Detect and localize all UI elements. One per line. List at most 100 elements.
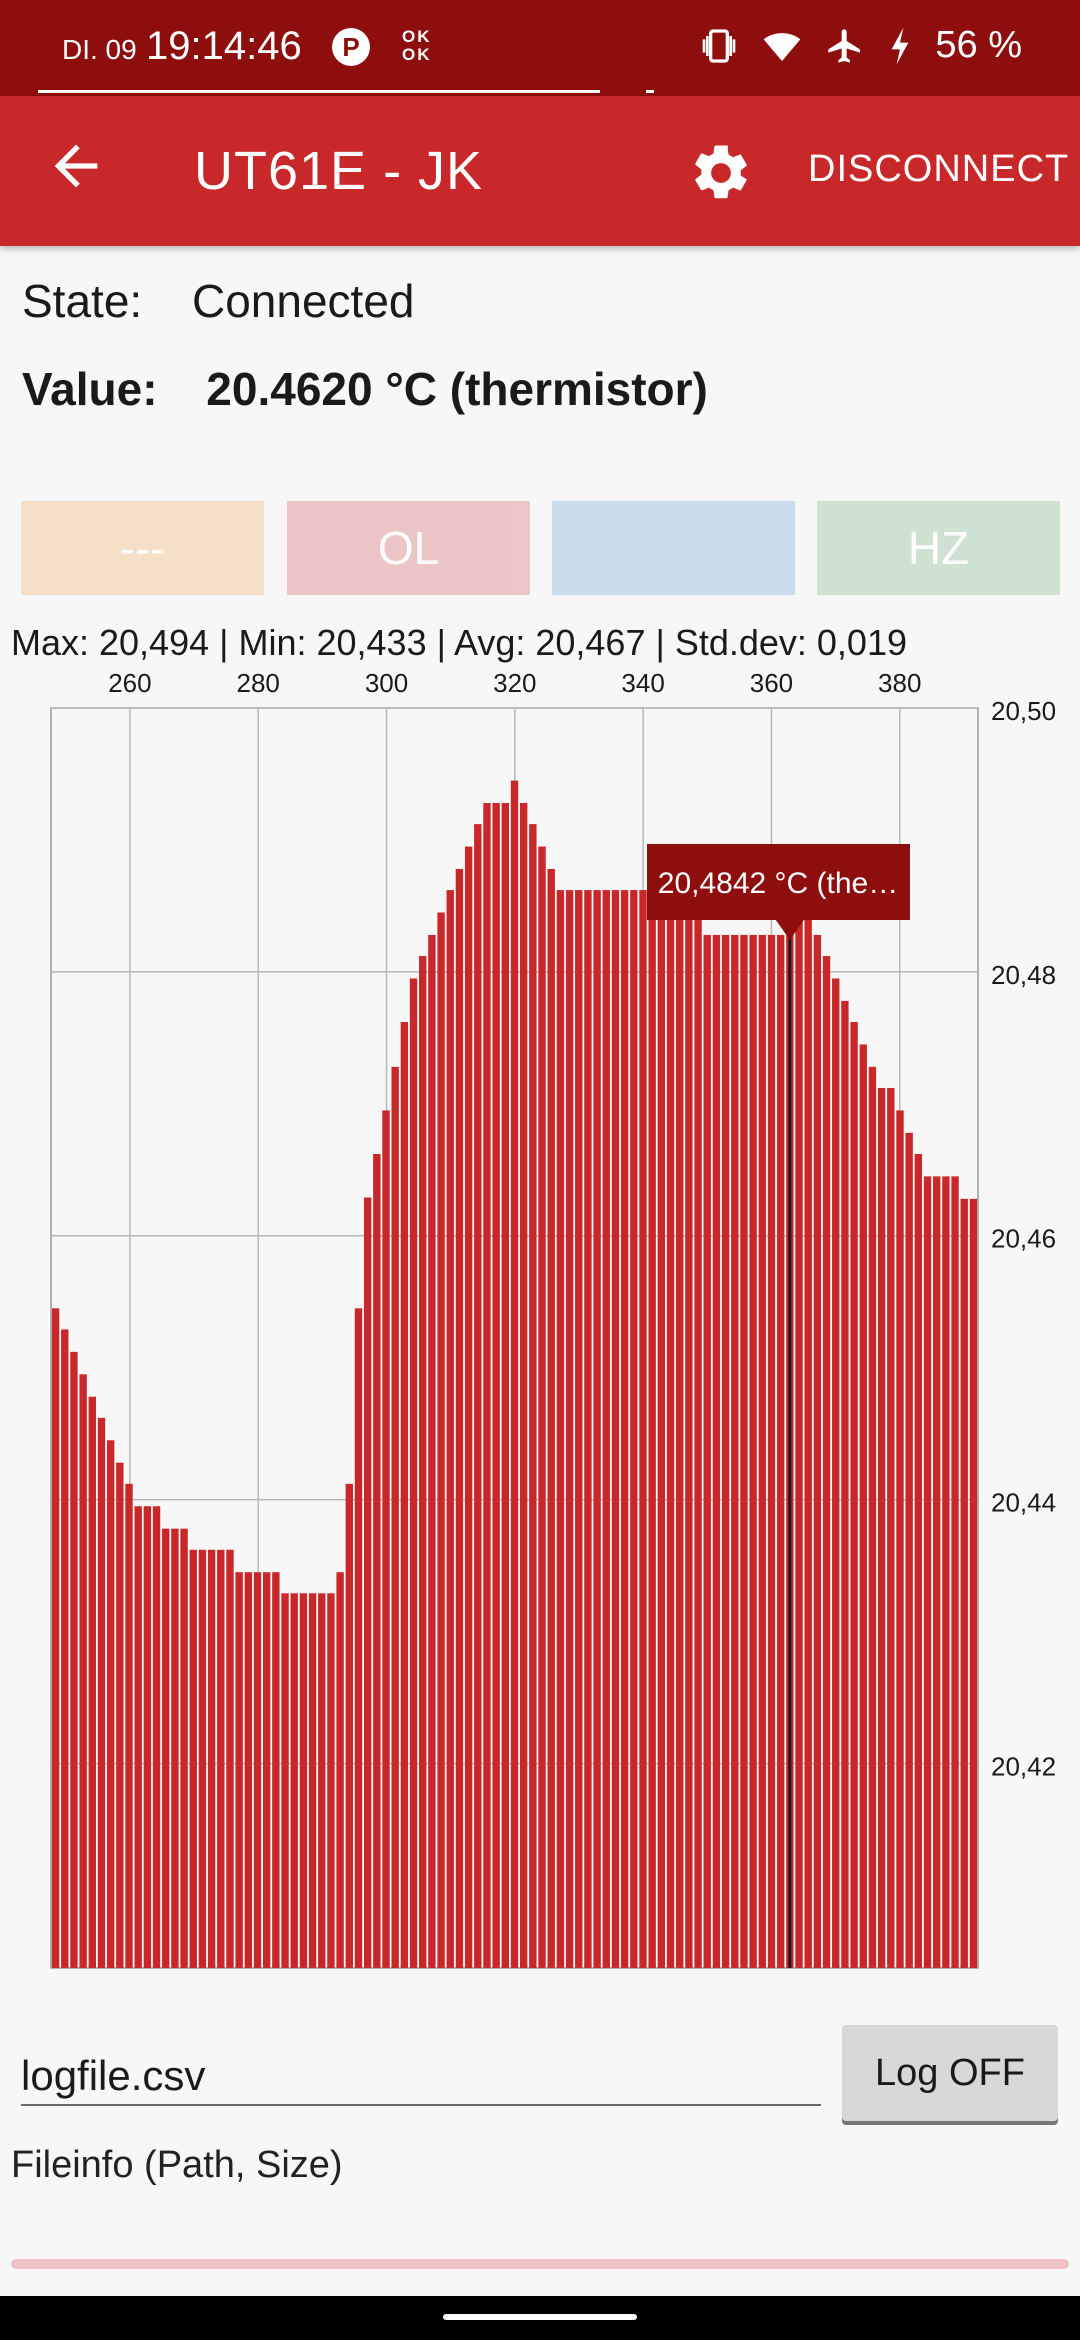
y-tick-label: 20,48 bbox=[991, 960, 1056, 990]
chart-bar bbox=[180, 1528, 188, 1968]
chart-bar bbox=[877, 1087, 886, 1968]
x-tick-label: 260 bbox=[108, 668, 151, 698]
chart-bar bbox=[767, 934, 776, 1969]
chart-bar bbox=[244, 1572, 253, 1968]
chart-bar bbox=[189, 1549, 197, 1968]
chart-bar bbox=[556, 890, 565, 1969]
chart-bar bbox=[409, 978, 418, 1968]
chart-bar bbox=[795, 912, 803, 1968]
chart-bar bbox=[923, 1176, 932, 1968]
chart-bar bbox=[813, 934, 822, 1969]
x-tick-label: 300 bbox=[365, 668, 408, 698]
chart-bar bbox=[731, 934, 739, 1969]
log-toggle-button[interactable]: Log OFF bbox=[842, 2025, 1058, 2121]
chart-bar bbox=[832, 978, 840, 1968]
disconnect-button[interactable]: DISCONNECT bbox=[808, 148, 1070, 190]
x-tick-label: 360 bbox=[750, 668, 793, 698]
chart-bar bbox=[290, 1593, 298, 1968]
chart-bar bbox=[822, 956, 831, 1968]
tooltip-text: 20,4842 °C (the… bbox=[658, 867, 898, 900]
chart-bar bbox=[841, 1000, 849, 1968]
chart-bar bbox=[419, 956, 427, 1968]
chart-bar bbox=[575, 890, 583, 1969]
home-gesture-handle[interactable] bbox=[443, 2314, 637, 2320]
chart-bar bbox=[565, 890, 574, 1969]
chart-bar bbox=[914, 1153, 923, 1968]
chart-bar bbox=[327, 1593, 335, 1968]
wifi-icon bbox=[764, 32, 801, 61]
y-tick-label: 20,46 bbox=[991, 1224, 1056, 1254]
status-icons: 56 % bbox=[699, 24, 1022, 67]
tooltip-pointer bbox=[775, 920, 804, 940]
chart-bar bbox=[299, 1593, 308, 1968]
chart-bar bbox=[703, 934, 711, 1969]
navigation-bar bbox=[0, 2296, 1080, 2340]
status-bar: DI. 09 19:14:46 P OK OK 56 % bbox=[0, 0, 1080, 96]
chart-bar bbox=[125, 1483, 133, 1968]
chart-bar bbox=[887, 1087, 895, 1968]
chart-bar bbox=[648, 890, 656, 1969]
chart-bar bbox=[262, 1572, 271, 1968]
measurement-chart[interactable]: 20,50 20,48 20,46 20,44 20,42 260 280 300 320 340… bbox=[0, 660, 1080, 1980]
chart-bar bbox=[868, 1066, 877, 1968]
chart-bar bbox=[464, 846, 473, 1968]
chart-bar bbox=[116, 1462, 124, 1968]
chart-bar bbox=[776, 934, 785, 1969]
chart-bar bbox=[492, 802, 500, 1968]
chart-bar bbox=[272, 1572, 280, 1968]
chart-bar bbox=[51, 1308, 60, 1968]
y-tick-label: 20,42 bbox=[991, 1751, 1056, 1781]
chart-bar bbox=[207, 1549, 216, 1968]
mode-indicator-dash: --- bbox=[21, 501, 264, 595]
chart-bar bbox=[134, 1506, 142, 1968]
chart-bar bbox=[217, 1549, 225, 1968]
state-label: State: bbox=[22, 275, 143, 327]
x-tick-label: 340 bbox=[621, 668, 664, 698]
chart-bar bbox=[483, 802, 491, 1968]
x-tick-label: 320 bbox=[493, 668, 536, 698]
chart-bar bbox=[106, 1440, 115, 1968]
ok-notification-icon: OK OK bbox=[402, 27, 432, 64]
chart-bar bbox=[281, 1593, 289, 1968]
chart-bar bbox=[400, 1022, 409, 1968]
chart-bar bbox=[529, 824, 537, 1968]
chart-bar bbox=[758, 934, 767, 1969]
notification-app-icon: P bbox=[332, 28, 370, 66]
chart-bar bbox=[143, 1506, 152, 1968]
chart-bar bbox=[198, 1549, 207, 1968]
chart-bar bbox=[657, 912, 666, 1968]
chart-bar bbox=[391, 1066, 399, 1968]
chart-bar bbox=[363, 1197, 372, 1968]
value-label: Value: bbox=[22, 363, 158, 415]
status-progress-dot bbox=[646, 90, 654, 93]
value-row: Value: 20.4620 °C (thermistor) bbox=[22, 362, 708, 416]
chart-bar bbox=[70, 1351, 78, 1968]
chart-bar bbox=[630, 890, 638, 1969]
chart-bar bbox=[602, 890, 610, 1969]
y-tick-label: 20,44 bbox=[991, 1488, 1056, 1518]
chart-bar bbox=[611, 890, 620, 1969]
tooltip-box bbox=[647, 844, 910, 920]
chart-bar bbox=[428, 934, 436, 1969]
chart-bar bbox=[676, 912, 684, 1968]
logfile-name-input[interactable] bbox=[21, 2048, 821, 2106]
chart-bar bbox=[354, 1308, 363, 1968]
chart-bar bbox=[639, 890, 647, 1969]
chart-bar bbox=[88, 1396, 96, 1968]
chart-bar bbox=[336, 1572, 344, 1968]
chart-bar bbox=[960, 1198, 968, 1968]
chart-bar bbox=[859, 1044, 867, 1968]
back-arrow-icon[interactable] bbox=[44, 134, 108, 198]
chart-bar bbox=[61, 1329, 69, 1968]
chart-bar bbox=[933, 1176, 941, 1968]
y-tick-label: 20,50 bbox=[991, 696, 1056, 726]
chart-bar bbox=[850, 1022, 858, 1968]
airplane-icon bbox=[828, 28, 861, 63]
chart-bar bbox=[171, 1528, 179, 1968]
chart-bar bbox=[666, 912, 675, 1968]
chart-bar bbox=[308, 1593, 317, 1968]
state-value: Connected bbox=[192, 275, 415, 327]
gear-icon[interactable] bbox=[688, 140, 754, 206]
chart-bar bbox=[345, 1483, 353, 1968]
chart-bar bbox=[373, 1153, 381, 1968]
